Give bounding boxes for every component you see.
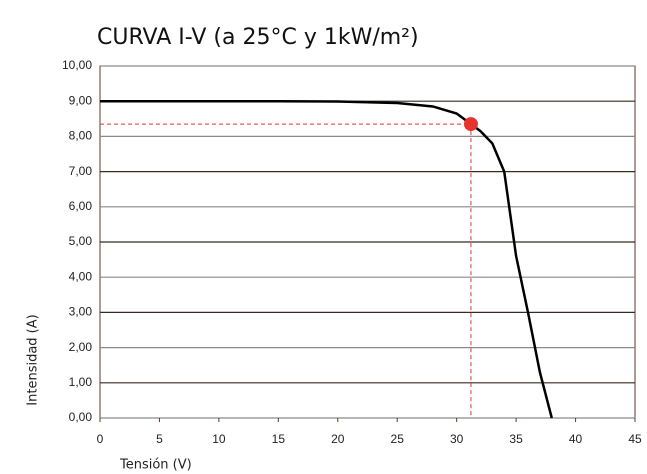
y-tick-label: 1,00 <box>69 375 93 389</box>
y-tick-label: 8,00 <box>69 129 93 143</box>
y-tick-label: 10,00 <box>62 58 92 72</box>
y-tick-label: 4,00 <box>69 269 93 283</box>
x-tick-label: 25 <box>391 432 405 446</box>
y-tick-label: 5,00 <box>69 234 93 248</box>
x-tick-label: 0 <box>97 432 104 446</box>
x-tick-label: 35 <box>509 432 523 446</box>
x-tick-label: 15 <box>272 432 286 446</box>
mpp-point <box>463 117 478 132</box>
y-tick-label: 2,00 <box>69 340 93 354</box>
y-tick-label: 0,00 <box>69 410 93 424</box>
y-tick-label: 3,00 <box>69 305 93 319</box>
x-tick-label: 30 <box>450 432 464 446</box>
y-tick-label: 6,00 <box>69 199 93 213</box>
x-tick-label: 5 <box>156 432 163 446</box>
chart-title: CURVA I-V (a 25°C y 1kW/m²) <box>97 25 419 50</box>
y-tick-label: 7,00 <box>69 164 93 178</box>
x-tick-label: 20 <box>331 432 345 446</box>
y-axis-label: Intensidad (A) <box>26 314 41 405</box>
x-tick-label: 10 <box>212 432 226 446</box>
x-tick-label: 40 <box>569 432 583 446</box>
x-tick-label: 45 <box>628 432 642 446</box>
iv-curve <box>100 99 553 419</box>
x-axis-label: Tensión (V) <box>119 458 192 473</box>
y-tick-label: 9,00 <box>69 93 93 107</box>
